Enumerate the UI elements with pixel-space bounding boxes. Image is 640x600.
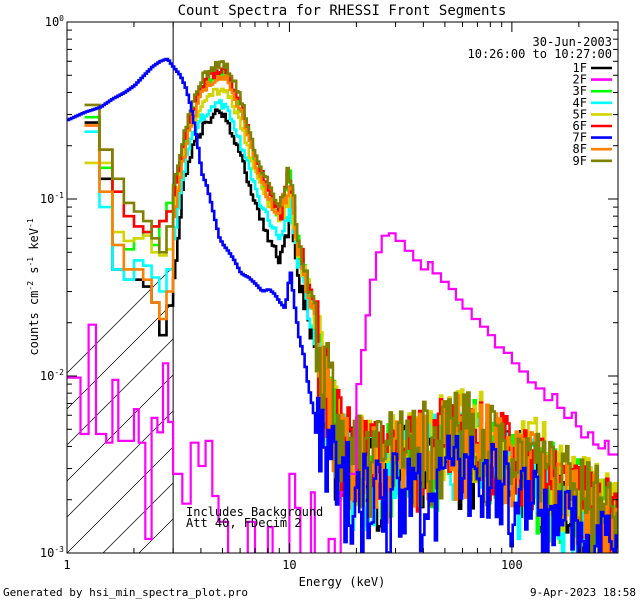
- legend-label-4F: 4F: [573, 96, 587, 110]
- y-label-exp: -1: [26, 218, 35, 228]
- legend-label-2F: 2F: [573, 73, 587, 87]
- axes: 1 10 100 10-3 10-2 10-1 100: [40, 14, 619, 572]
- y-label-exp: -2: [26, 281, 35, 291]
- y-label-part: keV: [27, 228, 41, 257]
- date-label: 30-Jun-2003: [533, 35, 612, 49]
- x-tick-label: 1: [63, 558, 70, 572]
- y-label-part: s: [27, 267, 41, 281]
- legend-label-8F: 8F: [573, 142, 587, 156]
- y-tick-label: 100: [45, 14, 64, 29]
- y-label-exp: -1: [26, 257, 35, 267]
- footer-generated-by: Generated by hsi_min_spectra_plot.pro: [3, 586, 248, 599]
- series-layer: [67, 57, 618, 553]
- hatch-line: [67, 446, 174, 553]
- legend-label-5F: 5F: [573, 107, 587, 121]
- y-axis-label: counts cm-2 s-1 keV-1: [26, 218, 41, 355]
- legend-label-1F: 1F: [573, 61, 587, 75]
- legend-label-6F: 6F: [573, 119, 587, 133]
- x-tick-label: 100: [501, 558, 523, 572]
- footer-timestamp: 9-Apr-2023 18:58: [530, 586, 636, 599]
- annotation-attenuator: Att 40, FDecim 2: [186, 516, 302, 530]
- x-axis-label: Energy (keV): [299, 575, 386, 589]
- hatch-line: [67, 374, 174, 482]
- annotation-background: Includes Background: [186, 505, 323, 519]
- plot-frame: [66, 21, 619, 554]
- y-label-part: counts cm: [27, 291, 41, 356]
- series-line-7F: [67, 57, 618, 553]
- legend-label-9F: 9F: [573, 154, 587, 168]
- chart-title: Count Spectra for RHESSI Front Segments: [178, 3, 507, 19]
- series-line-9F: [84, 60, 618, 553]
- time-range-label: 10:26:00 to 10:27:00: [468, 47, 613, 61]
- y-tick-label: 10-2: [40, 368, 64, 383]
- x-tick-label: 10: [282, 558, 296, 572]
- legend-label-3F: 3F: [573, 84, 587, 98]
- series-line-2F: [67, 232, 618, 553]
- legend-label-7F: 7F: [573, 131, 587, 145]
- y-tick-label: 10-3: [40, 545, 64, 560]
- y-tick-label: 10-1: [40, 191, 64, 206]
- hatch-line: [67, 410, 174, 518]
